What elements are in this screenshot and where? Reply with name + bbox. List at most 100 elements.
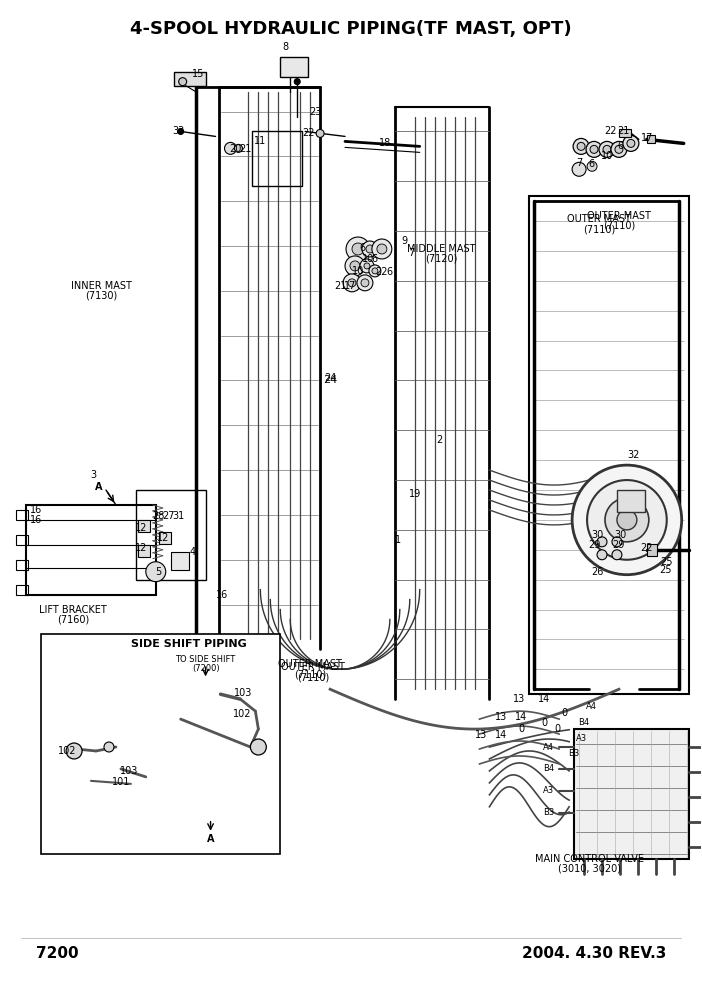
Text: 0: 0: [518, 724, 524, 734]
Circle shape: [590, 146, 598, 154]
Circle shape: [316, 130, 324, 138]
Circle shape: [360, 259, 374, 273]
Text: 8: 8: [282, 42, 289, 52]
Text: 10: 10: [601, 152, 613, 162]
Circle shape: [343, 274, 361, 292]
Circle shape: [372, 239, 392, 259]
Text: 17: 17: [344, 281, 356, 291]
Text: (7110): (7110): [583, 224, 615, 234]
Text: 27: 27: [162, 511, 175, 521]
Text: TO SIDE SHIFT: TO SIDE SHIFT: [176, 655, 236, 664]
Text: B3: B3: [543, 808, 554, 817]
Bar: [529, 196, 689, 694]
Bar: [16, 584, 28, 594]
Text: 14: 14: [496, 730, 508, 740]
Text: OUTER MAST: OUTER MAST: [567, 214, 631, 224]
Circle shape: [597, 550, 607, 559]
Text: 102: 102: [233, 709, 252, 719]
Circle shape: [599, 142, 615, 158]
Text: 18: 18: [379, 139, 391, 149]
Text: 7: 7: [409, 248, 415, 258]
Text: 2004. 4.30 REV.3: 2004. 4.30 REV.3: [522, 945, 667, 960]
Text: 15: 15: [192, 68, 205, 78]
Text: A4: A4: [543, 742, 554, 752]
Text: 101: 101: [112, 777, 130, 787]
Text: 7: 7: [576, 159, 582, 169]
Circle shape: [623, 136, 639, 152]
Text: 103: 103: [120, 766, 138, 776]
Text: 17: 17: [641, 133, 653, 144]
Text: 4-SPOOL HYDRAULIC PIPING(TF MAST, OPT): 4-SPOOL HYDRAULIC PIPING(TF MAST, OPT): [130, 20, 572, 38]
Text: 21: 21: [334, 281, 346, 291]
Text: (7110): (7110): [603, 220, 635, 230]
Circle shape: [178, 128, 184, 135]
Text: 22: 22: [302, 128, 314, 139]
Text: 16: 16: [30, 515, 42, 525]
Text: 102: 102: [58, 746, 76, 756]
Text: 28: 28: [152, 511, 165, 521]
Text: A: A: [207, 833, 214, 843]
Text: 29: 29: [588, 540, 600, 550]
Text: 33: 33: [173, 126, 185, 137]
Bar: [173, 71, 206, 85]
Circle shape: [357, 275, 373, 291]
Bar: [574, 729, 689, 858]
Text: 19: 19: [409, 489, 421, 499]
Circle shape: [577, 143, 585, 151]
Text: SIDE SHIFT PIPING: SIDE SHIFT PIPING: [131, 640, 246, 650]
Circle shape: [597, 537, 607, 547]
Circle shape: [361, 279, 369, 287]
Text: 20: 20: [230, 145, 241, 155]
Text: B4: B4: [578, 717, 590, 726]
Text: 0: 0: [554, 724, 560, 734]
Circle shape: [251, 739, 266, 755]
Text: 29: 29: [613, 540, 625, 550]
Text: 1: 1: [395, 535, 401, 545]
Circle shape: [345, 256, 365, 276]
Text: (7160): (7160): [57, 614, 89, 625]
Text: 0: 0: [561, 708, 567, 718]
Text: 13: 13: [475, 730, 488, 740]
Text: A3: A3: [576, 733, 587, 743]
Text: B3: B3: [569, 750, 580, 759]
Text: 0: 0: [541, 718, 548, 728]
Bar: [617, 490, 645, 512]
Text: OUTER MAST: OUTER MAST: [278, 660, 342, 670]
Text: A: A: [95, 482, 102, 492]
Text: 12: 12: [135, 543, 147, 553]
Text: 7200: 7200: [37, 945, 79, 960]
Text: A4: A4: [585, 701, 597, 710]
Bar: [647, 136, 655, 144]
Circle shape: [612, 537, 622, 547]
Bar: [253, 132, 302, 186]
Circle shape: [234, 145, 242, 153]
Text: 6: 6: [359, 243, 365, 253]
Circle shape: [294, 78, 300, 84]
Text: MAIN CONTROL VALVE: MAIN CONTROL VALVE: [534, 853, 644, 864]
Circle shape: [603, 146, 611, 154]
Text: 32: 32: [628, 450, 640, 460]
Text: 5: 5: [156, 566, 162, 576]
Circle shape: [366, 245, 374, 253]
Text: 14: 14: [538, 694, 550, 704]
Circle shape: [627, 140, 635, 148]
Bar: [16, 535, 28, 545]
Circle shape: [352, 243, 364, 255]
Circle shape: [573, 139, 589, 155]
Circle shape: [146, 561, 166, 581]
Text: A3: A3: [543, 787, 554, 796]
Text: 10: 10: [362, 254, 374, 264]
Bar: [647, 544, 657, 556]
Text: (7110): (7110): [294, 670, 326, 680]
Text: 22: 22: [640, 543, 653, 553]
Text: (7110): (7110): [297, 673, 329, 682]
Circle shape: [611, 142, 627, 158]
Text: 6: 6: [618, 142, 624, 152]
Circle shape: [364, 263, 370, 269]
Text: 13: 13: [496, 712, 508, 722]
Bar: [16, 559, 28, 569]
Text: 14: 14: [515, 712, 527, 722]
Circle shape: [350, 261, 360, 271]
Circle shape: [346, 237, 370, 261]
Text: (7200): (7200): [192, 664, 220, 673]
